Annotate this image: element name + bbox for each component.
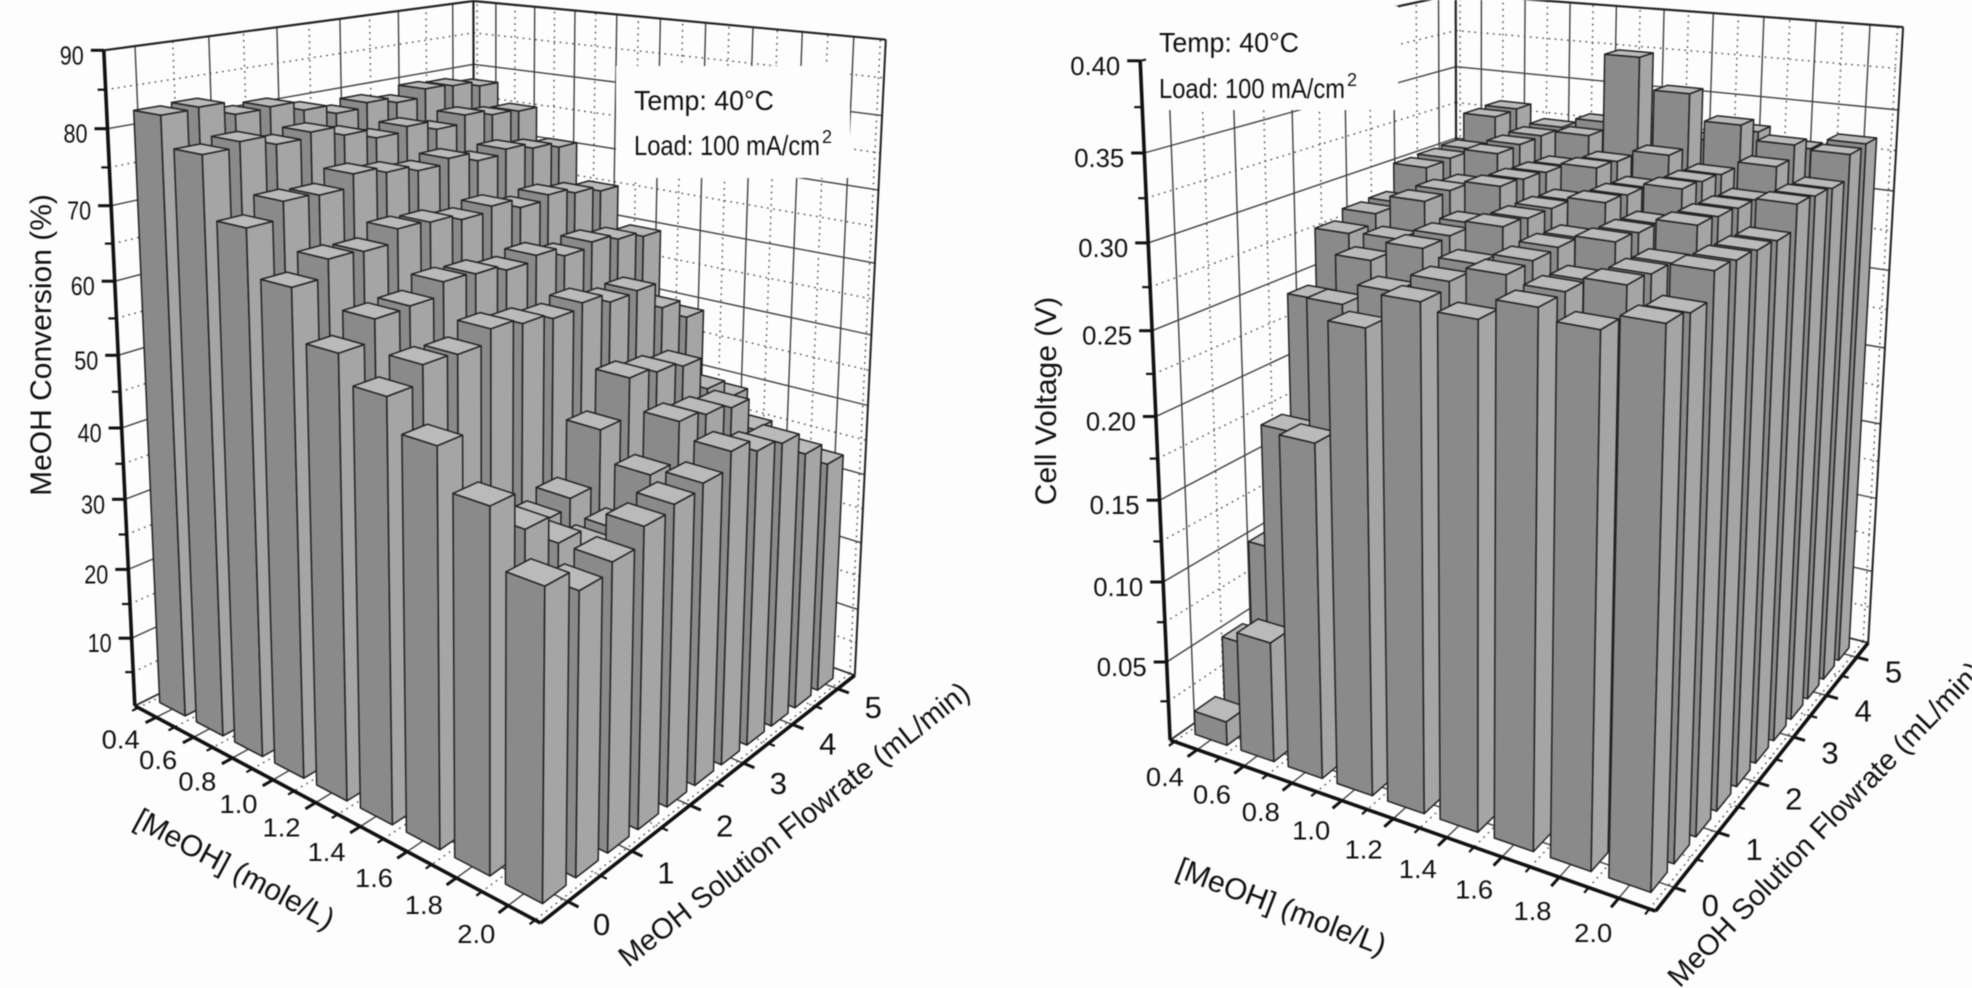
svg-text:Load: 100 mA/cm: Load: 100 mA/cm <box>1159 73 1345 104</box>
svg-text:3: 3 <box>1821 736 1838 771</box>
svg-text:Load: 100 mA/cm: Load: 100 mA/cm <box>634 130 820 161</box>
svg-text:0.4: 0.4 <box>102 724 140 754</box>
svg-text:50: 50 <box>74 345 98 375</box>
svg-text:0.05: 0.05 <box>1097 652 1147 682</box>
svg-text:5: 5 <box>1885 655 1902 690</box>
svg-text:20: 20 <box>84 559 108 589</box>
svg-text:0.35: 0.35 <box>1074 143 1124 173</box>
svg-text:0.8: 0.8 <box>1242 797 1280 827</box>
svg-text:0: 0 <box>1702 888 1719 923</box>
svg-text:4: 4 <box>1854 693 1871 728</box>
svg-text:0.15: 0.15 <box>1090 490 1140 520</box>
svg-text:3: 3 <box>770 766 787 801</box>
svg-text:1: 1 <box>657 856 674 891</box>
svg-text:80: 80 <box>64 119 88 149</box>
svg-text:1.8: 1.8 <box>405 890 443 920</box>
svg-text:2.0: 2.0 <box>1574 918 1612 948</box>
svg-text:1.2: 1.2 <box>263 812 301 842</box>
svg-text:Temp: 40°C: Temp: 40°C <box>634 85 774 116</box>
svg-text:0.6: 0.6 <box>1193 779 1231 809</box>
svg-text:2: 2 <box>1347 70 1357 90</box>
svg-text:0.4: 0.4 <box>1146 762 1184 792</box>
svg-text:10: 10 <box>88 628 112 658</box>
svg-text:0.8: 0.8 <box>178 766 216 796</box>
svg-text:1.2: 1.2 <box>1345 835 1383 865</box>
svg-text:2: 2 <box>822 127 832 147</box>
svg-text:1.4: 1.4 <box>1399 854 1437 884</box>
svg-text:2: 2 <box>1785 782 1802 817</box>
svg-text:90: 90 <box>60 40 84 70</box>
svg-text:60: 60 <box>71 271 95 301</box>
svg-text:2.0: 2.0 <box>457 919 495 949</box>
svg-text:1.0: 1.0 <box>1292 816 1330 846</box>
svg-text:0.30: 0.30 <box>1078 233 1128 263</box>
svg-text:1: 1 <box>1745 832 1762 867</box>
svg-text:70: 70 <box>67 196 91 226</box>
svg-text:0.6: 0.6 <box>139 745 177 775</box>
svg-text:0.10: 0.10 <box>1093 572 1143 602</box>
svg-text:0.20: 0.20 <box>1086 407 1136 437</box>
svg-text:1.0: 1.0 <box>220 789 258 819</box>
svg-text:1.8: 1.8 <box>1514 896 1552 926</box>
svg-text:4: 4 <box>819 726 836 761</box>
svg-text:0.25: 0.25 <box>1082 321 1132 351</box>
svg-text:1.6: 1.6 <box>355 863 393 893</box>
svg-text:1.6: 1.6 <box>1455 875 1493 905</box>
svg-text:Temp: 40°C: Temp: 40°C <box>1159 27 1299 58</box>
svg-text:0: 0 <box>593 907 610 942</box>
svg-text:0.40: 0.40 <box>1070 51 1120 81</box>
svg-text:2: 2 <box>716 809 733 844</box>
svg-text:Cell Voltage (V): Cell Voltage (V) <box>1030 297 1063 505</box>
svg-text:40: 40 <box>78 418 102 448</box>
svg-text:MeOH Conversion (%): MeOH Conversion (%) <box>25 194 58 496</box>
svg-text:30: 30 <box>81 489 105 519</box>
svg-text:5: 5 <box>865 690 882 725</box>
svg-text:1.4: 1.4 <box>308 837 346 867</box>
